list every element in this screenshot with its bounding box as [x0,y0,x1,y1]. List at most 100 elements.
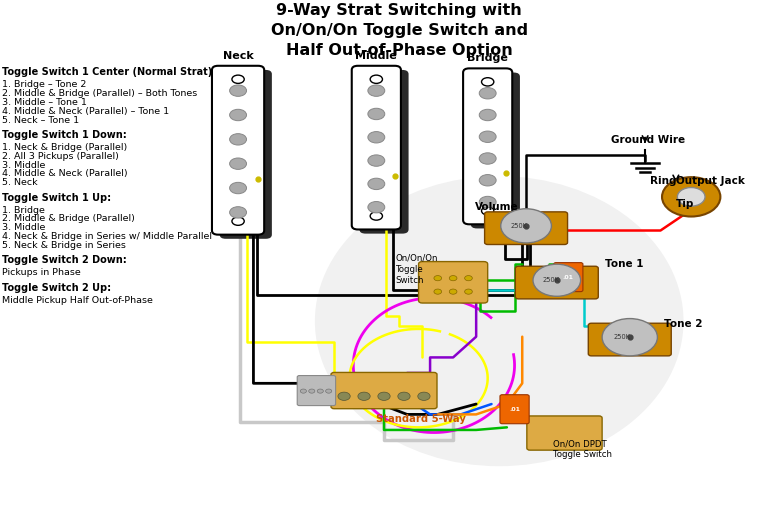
Text: Toggle Switch 1 Up:: Toggle Switch 1 Up: [2,193,111,203]
Circle shape [230,158,247,169]
Circle shape [677,188,705,206]
FancyBboxPatch shape [485,212,568,244]
Text: Toggle Switch 1 Center (Normal Strat):: Toggle Switch 1 Center (Normal Strat): [2,67,217,77]
Text: 4. Neck & Bridge in Series w/ Middle Parallel: 4. Neck & Bridge in Series w/ Middle Par… [2,232,212,241]
FancyBboxPatch shape [588,323,671,356]
Circle shape [449,276,457,281]
Text: Standard 5-Way: Standard 5-Way [376,414,466,424]
FancyBboxPatch shape [220,70,272,239]
Circle shape [378,392,390,400]
Circle shape [368,202,385,213]
Circle shape [368,178,385,190]
Circle shape [434,289,442,294]
Circle shape [479,196,496,208]
FancyBboxPatch shape [463,68,512,224]
Text: 3. Middle: 3. Middle [2,223,45,232]
Circle shape [479,153,496,164]
Text: 5. Neck – Tone 1: 5. Neck – Tone 1 [2,116,79,124]
Text: 4. Middle & Neck (Parallel): 4. Middle & Neck (Parallel) [2,169,128,178]
Text: 5. Neck: 5. Neck [2,178,38,187]
Text: Middle: Middle [356,51,397,61]
Text: Toggle Switch 2 Down:: Toggle Switch 2 Down: [2,255,127,265]
Circle shape [368,85,385,96]
Text: 2. Middle & Bridge (Parallel): 2. Middle & Bridge (Parallel) [2,214,135,223]
FancyBboxPatch shape [331,372,437,409]
Circle shape [434,276,442,281]
Circle shape [230,207,247,218]
FancyBboxPatch shape [500,395,529,424]
Circle shape [326,389,332,393]
Text: Ring: Ring [650,176,677,186]
Text: 3. Middle: 3. Middle [2,161,45,169]
Text: Output Jack: Output Jack [676,176,745,186]
Text: Toggle Switch 2 Up:: Toggle Switch 2 Up: [2,283,111,293]
Text: .01: .01 [509,407,520,412]
Circle shape [309,389,315,393]
Circle shape [230,85,247,96]
Circle shape [368,155,385,166]
Circle shape [533,264,581,296]
Text: Bridge: Bridge [467,53,508,63]
FancyBboxPatch shape [359,70,409,234]
Circle shape [230,109,247,121]
Circle shape [370,75,382,83]
Text: On/On/On
Toggle
Switch: On/On/On Toggle Switch [396,254,438,285]
Text: 9-Way Strat Switching with
On/On/On Toggle Switch and
Half Out-of-Phase Option: 9-Way Strat Switching with On/On/On Togg… [271,3,528,59]
Circle shape [368,132,385,143]
Text: Volume: Volume [475,202,518,212]
Text: 1. Bridge – Tone 2: 1. Bridge – Tone 2 [2,80,87,89]
Text: 4. Middle & Neck (Parallel) – Tone 1: 4. Middle & Neck (Parallel) – Tone 1 [2,107,170,116]
Circle shape [449,289,457,294]
Circle shape [482,78,494,86]
Text: 2. Middle & Bridge (Parallel) – Both Tones: 2. Middle & Bridge (Parallel) – Both Ton… [2,89,197,98]
Circle shape [479,109,496,121]
Text: 250K: 250K [511,223,528,229]
Circle shape [479,131,496,142]
Ellipse shape [315,176,684,466]
Text: 250K: 250K [613,334,631,340]
Circle shape [479,88,496,99]
Circle shape [482,207,494,215]
FancyBboxPatch shape [527,416,602,450]
Text: On/On DPDT
Toggle Switch: On/On DPDT Toggle Switch [553,439,612,459]
Circle shape [230,182,247,194]
Circle shape [232,75,244,83]
Text: Tone 1: Tone 1 [605,259,644,269]
FancyBboxPatch shape [471,73,520,228]
FancyBboxPatch shape [297,376,336,406]
FancyBboxPatch shape [419,262,488,303]
Circle shape [501,209,551,243]
Text: .01: .01 [563,275,574,280]
Text: 2. All 3 Pickups (Parallel): 2. All 3 Pickups (Parallel) [2,152,119,161]
Circle shape [358,392,370,400]
Circle shape [418,392,430,400]
Circle shape [465,276,472,281]
FancyBboxPatch shape [515,266,598,299]
Circle shape [338,392,350,400]
Circle shape [230,134,247,145]
Circle shape [317,389,323,393]
Text: 1. Neck & Bridge (Parallel): 1. Neck & Bridge (Parallel) [2,143,127,152]
Circle shape [232,217,244,225]
Text: 1. Bridge: 1. Bridge [2,206,45,214]
FancyBboxPatch shape [554,263,583,292]
Circle shape [479,175,496,186]
Circle shape [370,212,382,220]
Text: 3. Middle – Tone 1: 3. Middle – Tone 1 [2,98,88,107]
Circle shape [300,389,306,393]
Text: Middle Pickup Half Out-of-Phase: Middle Pickup Half Out-of-Phase [2,296,153,305]
FancyBboxPatch shape [212,66,264,235]
Text: Tip: Tip [676,199,694,209]
Circle shape [398,392,410,400]
Circle shape [602,319,657,356]
Circle shape [465,289,472,294]
Text: Toggle Switch 1 Down:: Toggle Switch 1 Down: [2,130,127,140]
Circle shape [368,108,385,120]
Text: 250K: 250K [542,277,560,283]
Text: Tone 2: Tone 2 [664,319,703,328]
Text: Neck: Neck [223,51,253,61]
Circle shape [662,177,720,217]
FancyBboxPatch shape [352,66,401,229]
Text: Pickups in Phase: Pickups in Phase [2,268,81,277]
Text: 5. Neck & Bridge in Series: 5. Neck & Bridge in Series [2,241,126,250]
